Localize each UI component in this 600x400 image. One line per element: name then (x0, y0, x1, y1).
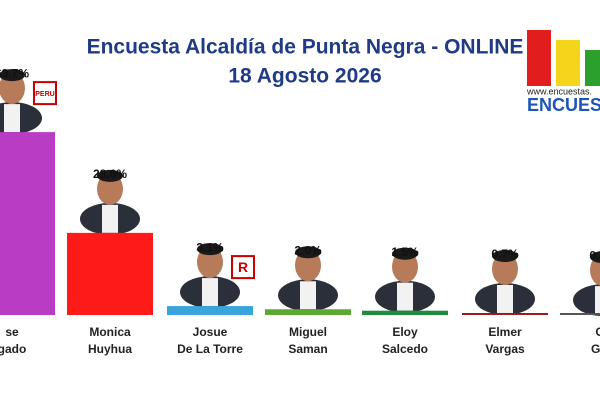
photo-hair (0, 69, 25, 82)
category-label: gado (0, 342, 26, 356)
photo-hair (295, 246, 321, 259)
chart-subtitle: 18 Agosto 2026 (228, 65, 381, 88)
value-label: 2.0% (294, 243, 322, 257)
value-label: 63.7% (0, 66, 29, 80)
category-label: Vargas (485, 342, 525, 356)
bar (362, 310, 448, 315)
bar (560, 313, 600, 315)
logo-block (556, 40, 580, 86)
photo-shirt (102, 204, 118, 233)
category-label: Saman (288, 342, 327, 356)
photo-shirt (4, 104, 20, 133)
value-label: 0.7% (491, 247, 519, 261)
category-label: Huyhua (88, 342, 132, 356)
bar (0, 132, 55, 315)
chart-title: Encuesta Alcaldía de Punta Negra - ONLIN… (87, 36, 524, 59)
value-label: 28.6% (93, 167, 127, 181)
photo-hair (197, 243, 223, 256)
logo: www.encuestas. ENCUES (526, 30, 600, 115)
photo-shirt (300, 281, 316, 310)
logo-url: www.encuestas. (526, 86, 592, 96)
logo-brand: ENCUES (527, 95, 600, 115)
category-label: Salcedo (382, 342, 428, 356)
photo-hair (590, 251, 600, 263)
logo-block (585, 50, 600, 86)
bar (167, 306, 253, 315)
party-logo-text: PERU (35, 91, 54, 98)
category-label: Ca (595, 325, 600, 339)
photo-hair (97, 169, 123, 182)
category-label: De La Torre (177, 342, 243, 356)
category-label: Eloy (392, 325, 418, 339)
bar (462, 312, 548, 315)
category-label: Gon (591, 342, 600, 356)
category-label: Monica (89, 325, 131, 339)
photo-shirt (397, 282, 413, 311)
party-logo-box (231, 255, 255, 280)
value-label: 3.1% (196, 240, 224, 254)
category-label: se (5, 325, 19, 339)
photo-hair (492, 249, 518, 262)
photo-shirt (202, 278, 218, 307)
photo-hair (392, 247, 418, 260)
party-logo: R (231, 255, 255, 280)
category-label: Josue (193, 325, 228, 339)
party-logo: PERU (33, 81, 57, 106)
category-label: Elmer (488, 325, 522, 339)
party-logo-text: R (238, 259, 248, 275)
bar (67, 232, 153, 315)
logo-block (527, 30, 551, 86)
party-logo-box (33, 81, 57, 106)
bar (265, 309, 351, 315)
category-label: Miguel (289, 325, 327, 339)
value-label: 1.5% (391, 245, 419, 259)
photo-shirt (595, 286, 600, 315)
photo-shirt (497, 284, 513, 313)
value-label: 0.3% (589, 248, 600, 262)
photo-body (573, 284, 600, 317)
